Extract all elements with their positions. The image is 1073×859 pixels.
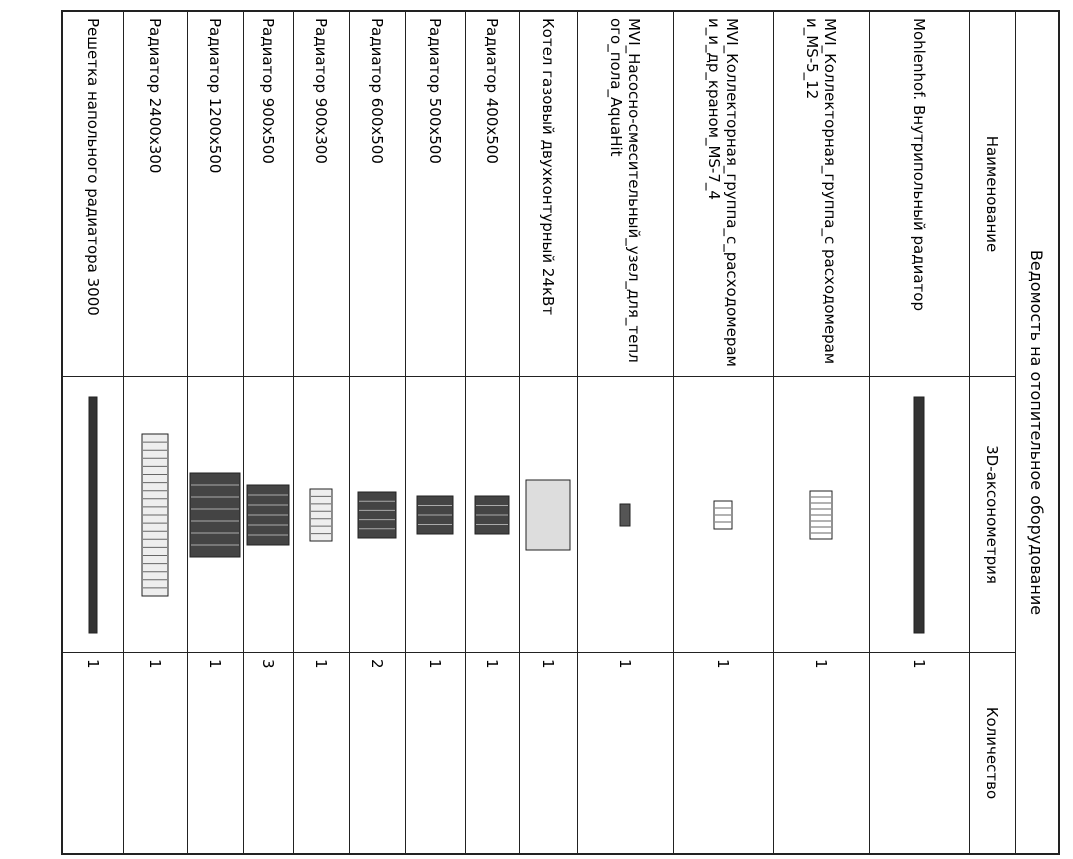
table-row: Радиатор 1200х500 1 <box>187 12 243 853</box>
quantity-cell: 1 <box>146 659 165 669</box>
table-row: Mohlenhof. Внутрипольный радиатор 1 <box>869 12 969 853</box>
header-row: Наименование 3D-аксонометрия Количество <box>969 12 1015 853</box>
thumbnail <box>714 500 733 529</box>
thumbnail-cell <box>774 377 869 653</box>
thumbnail-cell <box>520 377 577 653</box>
thumbnail-body <box>358 491 397 538</box>
name-cell: Радиатор 900х300 <box>294 12 349 377</box>
thumbnail-cell <box>188 377 243 653</box>
thumbnail <box>190 472 241 557</box>
thumbnail-cell <box>406 377 465 653</box>
table-row: Котел газовый двухконтурный 24кВт 1 <box>519 12 577 853</box>
name-cell: Радиатор 2400х300 <box>124 12 187 377</box>
quantity-cell: 1 <box>616 659 635 669</box>
thumbnail <box>247 484 290 545</box>
thumbnail-body <box>190 472 241 557</box>
name-cell: MVI_Насосно-смесительный_узел_для_теплог… <box>578 12 673 377</box>
quantity-cell: 3 <box>259 659 278 669</box>
thumbnail <box>358 491 397 538</box>
table-row: Радиатор 900х300 1 <box>293 12 349 853</box>
table-row: Радиатор 2400х300 1 <box>123 12 187 853</box>
table-body: Mohlenhof. Внутрипольный радиатор 1 MVI_Ко… <box>63 12 969 853</box>
thumbnail-cell <box>466 377 519 653</box>
table-row: Радиатор 600х500 2 <box>349 12 405 853</box>
quantity-cell: 1 <box>312 659 331 669</box>
thumbnail-cell <box>63 377 123 653</box>
thumbnail-cell <box>350 377 405 653</box>
quantity-cell: 2 <box>368 659 387 669</box>
quantity-cell: 1 <box>206 659 225 669</box>
name-cell: Радиатор 400х500 <box>466 12 519 377</box>
thumbnail <box>88 396 98 633</box>
table-row: Радиатор 400х500 1 <box>465 12 519 853</box>
header-cell: 3D-аксонометрия <box>970 377 1015 653</box>
thumbnail-body <box>914 396 925 633</box>
name-cell: Котел газовый двухконтурный 24кВт <box>520 12 577 377</box>
quantity-cell: 1 <box>714 659 733 669</box>
thumbnail-body <box>310 488 333 541</box>
thumbnail-cell <box>294 377 349 653</box>
thumbnail <box>526 479 571 550</box>
thumbnail-body <box>620 503 631 526</box>
table-row: Решетка напольного радиатора 3000 1 <box>63 12 123 853</box>
table-row: Радиатор 500х500 1 <box>405 12 465 853</box>
name-cell: Радиатор 900х500 <box>244 12 293 377</box>
thumbnail <box>810 490 833 539</box>
quantity-cell: 1 <box>483 659 502 669</box>
name-cell: Радиатор 500х500 <box>406 12 465 377</box>
thumbnail <box>310 488 333 541</box>
name-cell: Mohlenhof. Внутрипольный радиатор <box>870 12 969 377</box>
name-cell: MVI_Коллекторная_группа_с_расходомерами_… <box>674 12 773 377</box>
name-cell: Радиатор 600х500 <box>350 12 405 377</box>
quantity-cell: 1 <box>84 659 102 669</box>
name-cell: Решетка напольного радиатора 3000 <box>63 12 123 377</box>
quantity-cell: 1 <box>426 659 445 669</box>
quantity-cell: 1 <box>812 659 831 669</box>
header-cell: Количество <box>983 706 1002 800</box>
thumbnail-cell <box>124 377 187 653</box>
header-cell: Наименование <box>970 12 1015 377</box>
thumbnail <box>417 495 454 534</box>
thumbnail-cell <box>578 377 673 653</box>
thumbnail-body <box>526 479 571 550</box>
table-row: MVI_Насосно-смесительный_узел_для_теплог… <box>577 12 673 853</box>
thumbnail <box>475 495 510 534</box>
thumbnail <box>620 503 631 526</box>
thumbnail <box>914 396 925 633</box>
thumbnail-cell <box>244 377 293 653</box>
name-cell: Радиатор 1200х500 <box>188 12 243 377</box>
thumbnail <box>142 433 169 596</box>
name-cell: MVI_Коллекторная_группа_с расходомерами_… <box>774 12 869 377</box>
quantity-cell: 1 <box>539 659 558 669</box>
table-title: Ведомость на отопительное оборудование <box>1015 12 1058 853</box>
quantity-cell: 1 <box>910 659 929 669</box>
table-row: MVI_Коллекторная_группа_с_расходомерами_… <box>673 12 773 853</box>
table-row: MVI_Коллекторная_группа_с расходомерами_… <box>773 12 869 853</box>
thumbnail-cell <box>870 377 969 653</box>
table-row: Радиатор 900х500 3 <box>243 12 293 853</box>
thumbnail-body <box>88 396 98 633</box>
thumbnail-cell <box>674 377 773 653</box>
equipment-table: Ведомость на отопительное оборудование Н… <box>61 10 1060 855</box>
